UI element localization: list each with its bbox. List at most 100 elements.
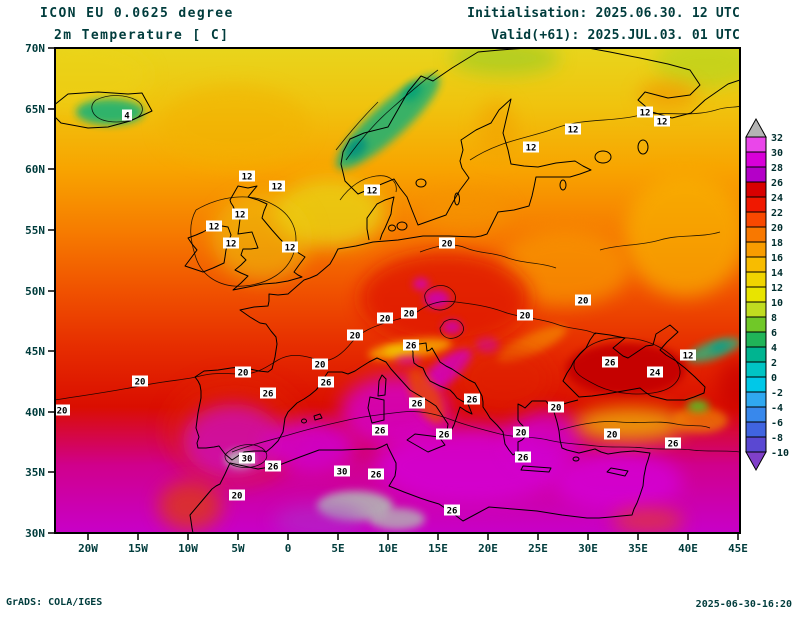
valid-time: Valid(+61): 2025.JUL.03. 01 UTC [491,28,740,43]
contour-label: 20 [232,492,243,502]
contour-label-box [665,437,681,449]
contour-label-box [604,428,620,440]
contour-label-box [575,294,591,306]
colorbar-segment [745,166,767,183]
contour-label: 20 [404,310,415,320]
colorbar-label: -8 [771,433,783,444]
colorbar-segment [745,346,767,363]
colorbar-segment [745,406,767,423]
contour-label-box [409,397,425,409]
island-zealand [396,221,408,231]
colorbar-segment [745,391,767,408]
contour-label: 20 [315,361,326,371]
colorbar-label: 4 [771,343,777,354]
axis-labels: 70N 65N 60N 55N 50N 45N 40N 35N 30N 20W 15W 10W 5W 0 5… [25,42,748,555]
contour-label-box [403,339,419,351]
contour-label: 26 [439,431,450,441]
contour-label-box [55,404,70,416]
contour-label: 12 [226,240,237,250]
lat-label: 30N [25,527,45,540]
contour-label-box [523,141,539,153]
colorbar-segment [745,151,767,168]
contour-label: 26 [467,396,478,406]
colorbar-segment [745,316,767,333]
contour-label: 26 [447,507,458,517]
contour-label-box [132,375,148,387]
island-crete [520,465,552,473]
lon-label: 20E [478,542,498,555]
colorbar-segment [745,136,767,153]
contour-label-box [548,401,564,413]
lat-label: 60N [25,163,45,176]
contour-label: 20 [442,240,453,250]
model-title: ICON EU 0.0625 degree [40,6,234,21]
island-sardinia [367,396,385,424]
colorbar-segment [745,211,767,228]
lat-label: 55N [25,224,45,237]
contour-label: 26 [406,342,417,352]
contour-label-box [680,349,696,361]
colorbar-label: -6 [771,418,783,429]
island-rhodes [572,456,580,462]
lon-label: 25E [528,542,548,555]
colorbar-segment [745,331,767,348]
lon-label: 10W [178,542,198,555]
colorbar-label: 18 [771,238,783,249]
contour-label: 20 [57,407,68,417]
contour-label-box [515,451,531,463]
contour-label-box [647,366,663,378]
lon-label: 15W [128,542,148,555]
lon-label: 45E [728,542,748,555]
colorbar-label: 30 [771,148,783,159]
contour-label-box [444,504,460,516]
island-ibiza [301,418,307,424]
colorbar-segment [745,301,767,318]
contour-label: 26 [375,427,386,437]
colorbar-label: 22 [771,208,783,219]
lake-peipus [559,179,567,191]
lon-label: 20W [78,542,98,555]
contour-label: 12 [242,173,253,183]
colorbar-label: 6 [771,328,777,339]
contour-label-box [206,220,222,232]
contour-label: 26 [268,463,279,473]
colorbar-segment [745,361,767,378]
contour-label: 26 [371,471,382,481]
colorbar-label: 24 [771,193,783,204]
island-corsica [377,374,387,397]
colorbar-label: -10 [771,448,789,459]
colorbar-segment [745,256,767,273]
contour-label: 20 [578,297,589,307]
contour-label-box [223,237,239,249]
contour-label: 26 [518,454,529,464]
lon-label: 15E [428,542,448,555]
contour-label: 26 [321,379,332,389]
contour-label-box [401,307,417,319]
contour-label: 12 [568,126,579,136]
colorbar-label: 28 [771,163,783,174]
lon-label: 35E [628,542,648,555]
colorbar-segment [745,421,767,438]
coast-kola-white-sea [587,48,740,119]
coast-great-britain [229,185,306,291]
colorbar-segment [745,271,767,288]
contour-label-box [122,109,132,121]
contour-label: 26 [412,400,423,410]
colorbar-label: 10 [771,298,783,309]
contour-label-box [517,309,533,321]
contour-label-box [312,358,328,370]
contour-label: 24 [650,369,661,379]
contour-label: 12 [657,118,668,128]
lat-label: 40N [25,406,45,419]
contour-label: 20 [551,404,562,414]
contour-label: 12 [526,144,537,154]
colorbar-label: 12 [771,283,783,294]
lon-label: 5W [231,542,245,555]
contour-label-box [637,106,653,118]
colorbar-label: -4 [771,403,783,414]
lon-label: 40E [678,542,698,555]
lon-label: 10E [378,542,398,555]
